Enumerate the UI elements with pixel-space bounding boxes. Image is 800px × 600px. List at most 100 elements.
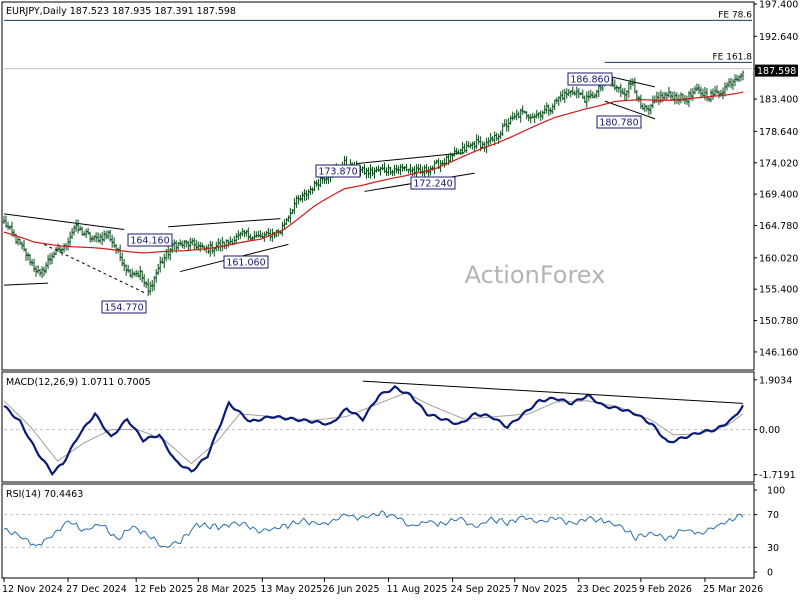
ohlc-bar [487,137,490,147]
ohlc-bar [427,166,430,177]
price-label-text: 173.870 [318,167,357,178]
ohlc-bar [595,89,599,99]
ohlc-bar [637,95,641,103]
ohlc-bar [523,110,526,114]
ohlc-bar [153,276,156,291]
price-label-text: 154.770 [104,303,143,314]
ohlc-bar [215,241,218,252]
ohlc-bar [499,130,502,140]
price-tick-label: 183.400 [759,95,798,106]
ohlc-bar [201,242,204,249]
price-label-text: 164.160 [130,236,169,247]
ohlc-bar [401,163,404,172]
price-tick-label: 160.020 [759,253,798,264]
ohlc-bar [6,221,10,230]
price-label-box [127,233,173,247]
ohlc-bar [663,91,667,100]
ohlc-bar [629,78,633,90]
price-label-box [596,115,642,129]
ohlc-bar [565,88,568,99]
ohlc-bar [695,83,699,92]
ohlc-bar [571,86,574,96]
time-tick-label: 11 Aug 2025 [387,584,448,595]
ohlc-bar [287,215,290,223]
last-price-marker: 187.598 [755,64,798,77]
price-label-box [315,164,361,178]
ohlc-bar [179,239,182,247]
ohlc-bar [151,279,154,292]
price-label: 173.870 [315,164,361,178]
ohlc-bar [597,85,601,98]
macd-panel-title: MACD(12,26,9) 1.0711 0.7005 [6,377,151,388]
ohlc-bar [579,92,582,96]
watermark: ActionForex [465,261,606,289]
ohlc-bar [245,230,248,237]
price-label: 172.240 [410,176,456,190]
ohlc-bar [185,239,188,248]
ohlc-bar [409,163,412,174]
ohlc-bar [647,104,651,116]
ohlc-bar [539,110,542,121]
ohlc-bar [237,230,240,241]
ohlc-bar [721,87,725,100]
price-panel-frame [1,1,755,371]
ohlc-bar [78,225,82,231]
ohlc-bar [120,252,124,267]
ohlc-bar [247,227,250,241]
macd-tick-label: 1.9034 [759,375,792,386]
ohlc-bar [72,225,76,236]
price-tick-label: 169.400 [759,190,798,201]
ohlc-bar [501,122,504,136]
price-tick-label: 192.640 [759,32,798,43]
ohlc-bar [126,264,130,273]
price-label: 186.860 [567,72,613,86]
ohlc-bar [146,278,150,296]
ohlc-bar [56,243,60,252]
ohlc-bar [531,113,534,119]
ohlc-bar [195,239,198,250]
ohlc-bar [527,114,530,122]
time-tick-label: 27 Dec 2024 [66,584,127,595]
ohlc-bar [319,176,322,187]
rsi-tick-label: 100 [767,486,785,497]
price-label: 164.160 [127,233,173,247]
ohlc-bar [395,164,398,174]
ohlc-bar [142,274,146,287]
price-tick-label: 150.780 [759,316,798,327]
macd-line [3,385,744,477]
ohlc-bar [551,103,554,114]
ohlc-bar [627,81,631,98]
ohlc-bar [90,235,94,243]
last-price-text: 187.598 [757,66,796,77]
ohlc-bar [74,219,78,232]
ohlc-bar [617,86,621,93]
wedge2-upper-line [604,74,655,88]
price-annotations: 164.160 161.060 154.770 173.870 172.240 186.8… [101,72,642,314]
ohlc-bar [417,164,420,172]
ohlc-bar [303,189,306,201]
moving-average [3,91,744,254]
ohlc-bar [313,180,316,192]
time-tick-label: 26 Jun 2025 [322,584,379,595]
ohlc-bar [485,137,488,154]
ohlc-bar [587,90,590,102]
ohlc-bar [593,93,596,99]
time-tick-label: 24 Sep 2025 [451,584,511,595]
price-label: 154.770 [101,300,147,314]
ohlc-bar [187,240,190,251]
rsi-indicator: 100 70 30 0 [3,486,785,579]
ohlc-bar [619,83,623,98]
ohlc-bar [519,108,522,123]
ohlc-bar [569,90,572,98]
ohlc-bar [707,97,711,102]
ohlc-bar [295,195,298,208]
ohlc-bar [585,91,588,108]
ohlc-bar [52,251,56,259]
ohlc-bar [693,85,697,95]
ohlc-bar [301,191,304,203]
ohlc-bar [20,241,24,250]
ohlc-bar [389,167,392,175]
ohlc-bar [379,166,382,176]
ohlc-bar [733,74,737,87]
